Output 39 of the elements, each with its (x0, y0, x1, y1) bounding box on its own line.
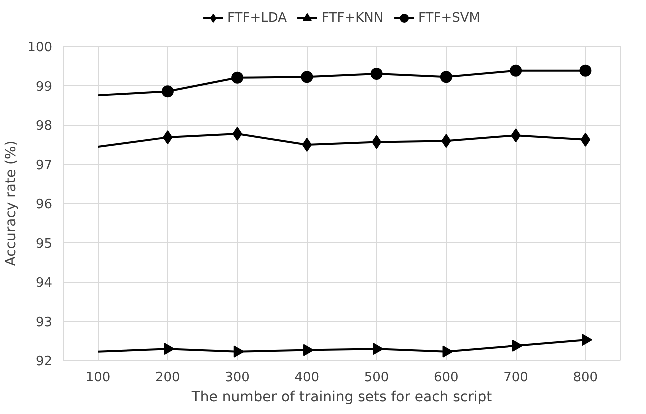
x-tick-label: 200 (156, 370, 180, 386)
point (162, 86, 174, 98)
point (370, 68, 383, 80)
point (510, 64, 522, 77)
y-tick-label: 99 (36, 80, 53, 95)
y-tick-label: 95 (36, 236, 53, 252)
point (440, 71, 452, 84)
x-tick-label: 600 (434, 370, 459, 386)
y-tick-label: 96 (36, 198, 53, 212)
point (304, 344, 314, 356)
point (512, 340, 523, 352)
point (582, 334, 593, 346)
point (580, 64, 592, 77)
x-tick-label: 400 (294, 370, 320, 386)
y-tick-label: 92 (36, 354, 53, 370)
x-tick-label: 700 (504, 370, 528, 386)
legend-label: FTF+SVM (418, 10, 480, 26)
point (234, 346, 244, 358)
point (301, 71, 314, 84)
x-tick-label: 500 (364, 370, 390, 386)
legend-label: FTF+LDA (228, 10, 288, 26)
y-tick-label: 94 (36, 276, 53, 291)
legend-label: FTF+KNN (322, 10, 384, 26)
y-tick-label: 100 (28, 40, 53, 56)
x-tick-label: 800 (573, 370, 598, 386)
point (373, 343, 384, 356)
point (442, 346, 454, 358)
point (580, 132, 591, 147)
point (372, 135, 382, 150)
x-tick-label: 100 (86, 370, 111, 386)
point (164, 343, 175, 356)
x-axis-title: The number of training sets for each script (190, 390, 493, 406)
point (302, 138, 312, 152)
y-tick-label: 93 (36, 315, 53, 330)
y-tick-label: 98 (36, 119, 53, 134)
y-tick-label: 97 (36, 158, 53, 174)
y-axis-title: Accuracy rate (%) (4, 140, 20, 266)
x-tick-label: 300 (225, 370, 250, 386)
point (232, 72, 244, 84)
